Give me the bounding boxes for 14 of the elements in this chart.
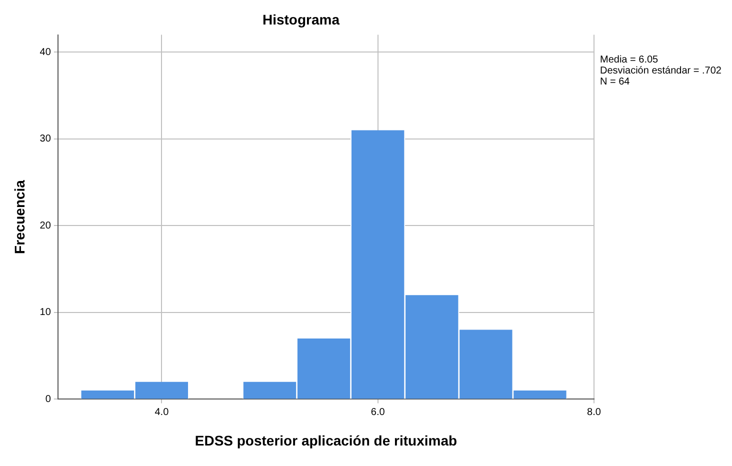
y-tick-label: 10 [40,307,52,318]
text: N = 64 [600,76,630,88]
x-axis-title: EDSS posterior aplicación de rituximab [194,432,458,448]
x-tick-label: 8.0 [587,406,602,418]
x-tick-label: 4.0 [154,406,170,418]
x-tick-label: 6.0 [370,406,386,418]
text: Media = 6.05 [600,54,659,66]
y-axis-title: Frecuencia [11,180,28,254]
y-tick-label: 20 [40,220,52,232]
y-tick-label: 40 [40,46,52,58]
y-tick-label: 30 [40,134,52,145]
text: Desviación estándar = .702 [600,66,722,77]
chart-title: Histograma [262,11,340,28]
y-tick-label: 0 [45,394,52,405]
